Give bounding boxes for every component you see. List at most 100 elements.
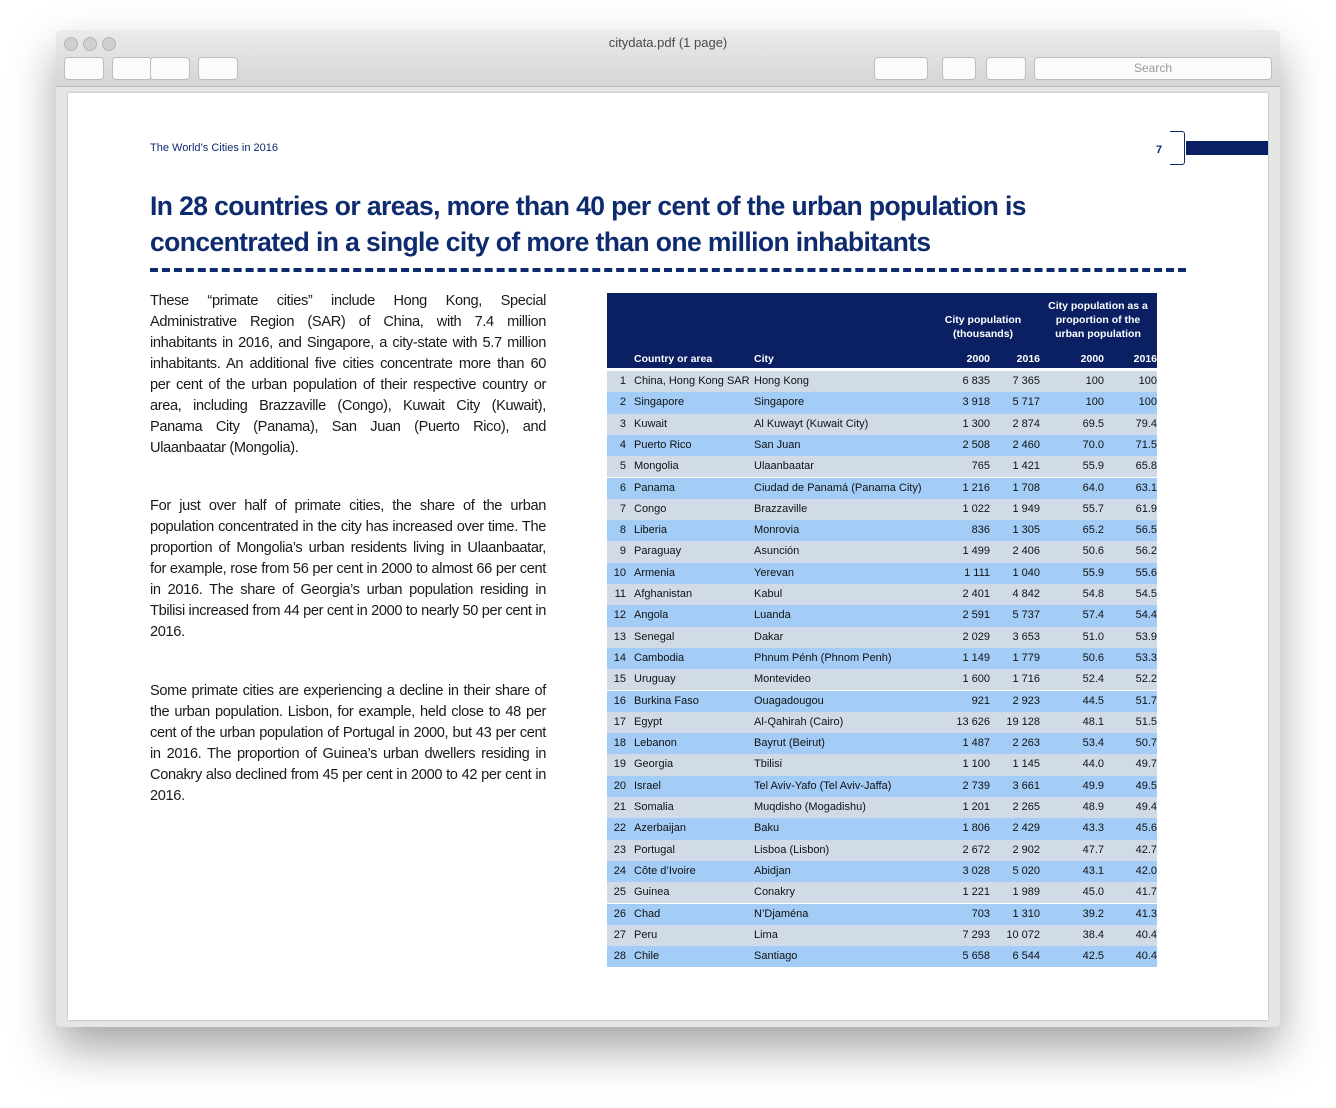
table-cell: 79.4 xyxy=(1135,417,1157,430)
table-cell: 51.5 xyxy=(1135,715,1157,728)
table-cell: 57.4 xyxy=(1082,609,1104,622)
table-cell: 53.3 xyxy=(1135,651,1157,664)
table-cell: 52.4 xyxy=(1082,673,1104,686)
table-cell: 1 989 xyxy=(1012,886,1040,899)
table-row xyxy=(607,754,1157,776)
table-cell: Al-Qahirah (Cairo) xyxy=(754,715,844,728)
table-cell: 8 xyxy=(619,524,626,537)
table-cell: 13 626 xyxy=(956,715,990,728)
table-cell: 55.9 xyxy=(1082,566,1104,579)
page-tab xyxy=(1170,131,1185,165)
table-cell: Dakar xyxy=(754,630,784,643)
table-cell: Côte d’Ivoire xyxy=(634,864,696,877)
table-cell: 45.6 xyxy=(1135,822,1157,835)
table-cell: 56.5 xyxy=(1135,524,1157,537)
table-row xyxy=(607,797,1157,819)
table-row xyxy=(607,924,1157,947)
table-row xyxy=(607,818,1157,840)
table-cell: 25 xyxy=(613,886,626,899)
table-cell: 2 263 xyxy=(1012,737,1040,750)
table-cell: 1 806 xyxy=(962,822,990,835)
table-row xyxy=(607,733,1157,755)
table-cell: 1 300 xyxy=(962,417,990,430)
table-cell: 1 305 xyxy=(1012,524,1040,537)
zoom-in-button[interactable] xyxy=(150,57,190,80)
column-group-header: City population as a proportion of the u… xyxy=(1048,300,1148,340)
table-cell: 9 xyxy=(619,545,626,558)
table-cell: 51.7 xyxy=(1135,694,1157,707)
table-cell: 6 835 xyxy=(962,375,990,387)
table-cell: Congo xyxy=(634,502,667,515)
table-row xyxy=(607,562,1157,584)
table-cell: 15 xyxy=(613,673,626,686)
paragraph: Some primate cities are experiencing a d… xyxy=(150,683,546,804)
table-cell: Portugal xyxy=(634,843,675,856)
table-cell: 41.7 xyxy=(1135,886,1157,899)
table-row xyxy=(607,903,1157,925)
table-cell: 1 111 xyxy=(964,566,990,579)
close-button[interactable] xyxy=(64,37,78,51)
table-cell: Lima xyxy=(754,928,778,941)
table-cell: 19 xyxy=(613,758,626,771)
annotate-button[interactable] xyxy=(986,57,1026,80)
share-button[interactable] xyxy=(198,57,238,80)
table-cell: 2 902 xyxy=(1012,843,1040,856)
table-row xyxy=(607,371,1157,393)
rotate-button[interactable] xyxy=(942,57,976,80)
table-cell: 40.4 xyxy=(1135,950,1157,963)
sidebar-button[interactable] xyxy=(64,57,104,80)
table-cell: 2 429 xyxy=(1012,822,1040,835)
table-cell: 1 779 xyxy=(1012,651,1040,664)
table-cell: 2 923 xyxy=(1012,694,1040,707)
table-cell: 43.1 xyxy=(1082,864,1104,877)
table-cell: 17 xyxy=(613,715,626,728)
table-cell: Peru xyxy=(634,928,658,941)
table-cell: 55.9 xyxy=(1082,460,1104,473)
table-cell: 100 xyxy=(1138,396,1157,409)
toolbar: citydata.pdf (1 page) Search xyxy=(56,30,1280,87)
zoom-out-button[interactable] xyxy=(112,57,152,80)
table-cell: 765 xyxy=(971,460,990,473)
table-row xyxy=(607,392,1157,414)
table-cell: 53.4 xyxy=(1082,737,1104,750)
table-cell: 49.4 xyxy=(1135,801,1157,813)
table-cell: 42.7 xyxy=(1135,843,1157,856)
table-row xyxy=(607,584,1157,606)
table-cell: Tel Aviv-Yafo (Tel Aviv-Jaffa) xyxy=(754,779,892,792)
table-cell: Somalia xyxy=(634,801,674,813)
table-cell: 1 201 xyxy=(962,801,990,813)
table-cell: 40.4 xyxy=(1135,928,1157,941)
table-row xyxy=(607,882,1157,904)
table-cell: 1 145 xyxy=(1012,758,1040,771)
table-cell: Egypt xyxy=(634,715,663,728)
table-cell: 5 717 xyxy=(1012,396,1040,409)
table-cell: 18 xyxy=(613,737,626,750)
table-cell: Monrovia xyxy=(754,524,800,537)
table-cell: Brazzaville xyxy=(754,502,808,515)
table-cell: 50.6 xyxy=(1082,545,1104,558)
table-cell: N’Djaména xyxy=(754,907,809,920)
table-cell: 7 293 xyxy=(962,928,990,941)
table-cell: 54.8 xyxy=(1082,588,1104,600)
table-cell: 41.3 xyxy=(1135,907,1157,920)
table-row xyxy=(607,520,1157,542)
markup-button[interactable] xyxy=(874,57,928,80)
table-cell: 45.0 xyxy=(1082,886,1104,899)
table-cell: 20 xyxy=(613,779,626,792)
table-cell: 1 421 xyxy=(1012,460,1040,473)
table-cell: 16 xyxy=(613,694,626,707)
table-cell: 3 661 xyxy=(1012,779,1040,792)
table-cell: 54.5 xyxy=(1135,588,1157,600)
table-cell: 1 487 xyxy=(962,737,990,750)
table-cell: 71.5 xyxy=(1135,438,1157,451)
search-field[interactable]: Search xyxy=(1034,57,1272,80)
table-cell: Phnum Pénh (Phnom Penh) xyxy=(754,651,892,664)
table-row xyxy=(607,946,1157,968)
table-cell: Asunción xyxy=(754,545,800,558)
minimize-button[interactable] xyxy=(83,37,97,51)
zoom-button[interactable] xyxy=(102,37,116,51)
table-cell: Lebanon xyxy=(634,737,677,750)
table-cell: 4 842 xyxy=(1012,588,1040,600)
table-row xyxy=(607,413,1157,435)
table-cell: Ciudad de Panamá (Panama City) xyxy=(754,481,922,494)
